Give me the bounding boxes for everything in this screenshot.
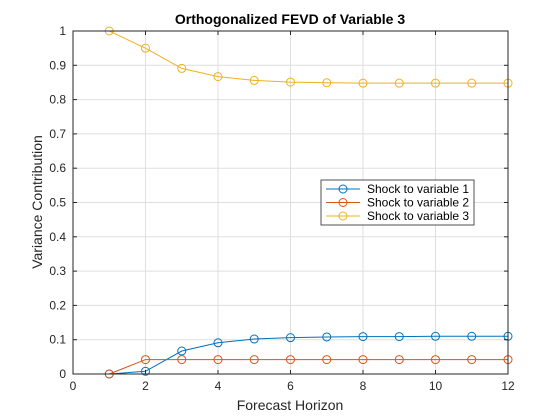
y-tick-label: 0.6 xyxy=(49,161,66,175)
y-tick-label: 0.4 xyxy=(49,230,66,244)
series-2-point xyxy=(213,355,223,365)
series-1-point xyxy=(249,334,259,344)
x-tick-label: 0 xyxy=(70,379,77,393)
series-3-point xyxy=(213,72,223,82)
series-3-point xyxy=(358,78,368,88)
series-3-line xyxy=(109,30,508,84)
y-tick-label: 0.9 xyxy=(49,58,66,72)
series-3-point xyxy=(431,78,440,88)
series-1-point xyxy=(431,331,440,341)
y-tick-label: 0 xyxy=(59,367,66,381)
legend-item: Shock to variable 1 xyxy=(326,182,469,196)
series-2-point xyxy=(431,355,440,365)
y-tick-label: 0.5 xyxy=(49,196,66,210)
series-2-point xyxy=(322,355,332,365)
series-2-point xyxy=(286,355,295,365)
series-3 xyxy=(104,26,513,88)
series-3-point xyxy=(322,78,332,88)
y-tick-label: 0.3 xyxy=(49,264,66,278)
series-2-point xyxy=(177,355,187,365)
legend-label: Shock to variable 1 xyxy=(367,182,469,196)
series-1-point xyxy=(394,332,404,342)
series-1 xyxy=(104,331,513,379)
axis-ticks xyxy=(72,30,509,375)
series-2-point xyxy=(141,355,150,365)
series-layer xyxy=(104,26,513,379)
legend-marker xyxy=(338,211,348,221)
series-1-line xyxy=(109,335,508,375)
series-3-point xyxy=(249,75,259,85)
series-1-point xyxy=(213,338,223,348)
legend-label: Shock to variable 2 xyxy=(367,196,469,210)
series-2-point xyxy=(358,355,368,365)
y-tick-label: 1 xyxy=(59,24,66,38)
x-tick-label: 2 xyxy=(142,379,149,393)
series-3-point xyxy=(177,63,187,73)
legend-label: Shock to variable 3 xyxy=(367,209,469,223)
series-3-point xyxy=(286,77,295,87)
series-2-point xyxy=(394,355,404,365)
series-1-point xyxy=(467,331,477,341)
legend-marker xyxy=(338,198,348,207)
y-tick-label: 0.1 xyxy=(49,333,66,347)
x-tick-label: 4 xyxy=(215,379,222,393)
legend-item: Shock to variable 2 xyxy=(326,196,469,210)
series-2-point xyxy=(249,355,259,365)
series-1-point xyxy=(141,366,150,376)
series-3-point xyxy=(141,43,150,53)
tick-labels: 0 2 4 6 8 10 12 0 0.1 0.2 0.3 0.4 0.5 0.6 0.7 0.8 0.9 1 xyxy=(49,24,515,393)
legend-marker xyxy=(338,184,348,194)
legend-item: Shock to variable 3 xyxy=(326,209,469,223)
series-2-line xyxy=(109,359,508,375)
x-tick-label: 10 xyxy=(429,379,443,393)
x-tick-label: 12 xyxy=(501,379,515,393)
y-tick-label: 0.2 xyxy=(49,298,66,312)
y-tick-label: 0.7 xyxy=(49,127,66,141)
series-1-point xyxy=(358,332,368,342)
x-tick-label: 6 xyxy=(287,379,294,393)
series-2-point xyxy=(467,355,477,365)
x-tick-label: 8 xyxy=(360,379,367,393)
y-tick-label: 0.8 xyxy=(49,93,66,107)
series-1-point xyxy=(322,332,332,342)
y-axis-label: Variance Contribution xyxy=(29,135,45,269)
chart-title: Orthogonalized FEVD of Variable 3 xyxy=(175,11,405,27)
x-axis-label: Forecast Horizon xyxy=(237,397,344,413)
series-1-point xyxy=(286,333,295,343)
series-3-point xyxy=(394,78,404,88)
series-3-point xyxy=(467,78,477,88)
series-1-point xyxy=(177,346,187,356)
